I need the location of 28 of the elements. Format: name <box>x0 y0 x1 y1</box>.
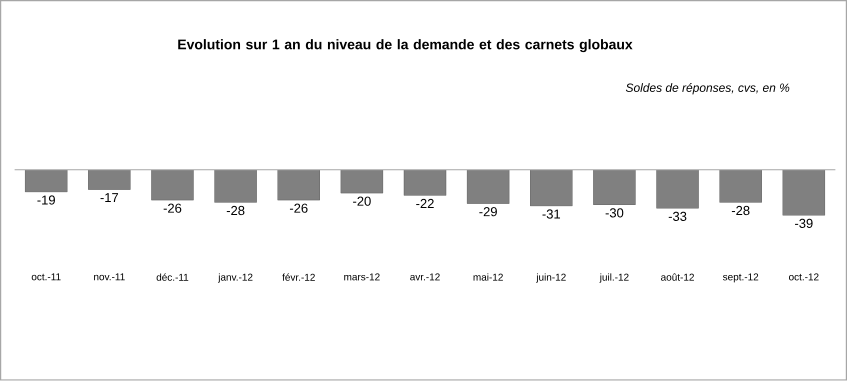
chart-subtitle: Soldes de réponses, cvs, en % <box>626 83 790 95</box>
x-tick-label: déc.-11 <box>156 274 188 282</box>
data-label: -30 <box>606 208 624 218</box>
x-tick-label: nov.-11 <box>94 274 125 281</box>
data-label: -33 <box>668 212 686 222</box>
data-label: -28 <box>732 206 750 216</box>
x-tick-label: oct.-12 <box>789 274 819 281</box>
x-tick-label: janv.-12 <box>218 274 252 283</box>
data-label: -22 <box>416 199 434 208</box>
data-label: -19 <box>37 196 55 205</box>
data-label: -29 <box>479 207 497 216</box>
x-tick-label: août-12 <box>661 274 694 281</box>
x-tick-label: sept.-12 <box>722 274 758 283</box>
data-label: -31 <box>542 210 560 219</box>
data-label: -26 <box>290 204 308 213</box>
x-tick-label: juin-12 <box>536 274 566 283</box>
x-tick-label: oct.-11 <box>32 274 61 281</box>
chart-title: Evolution sur 1 an du niveau de la demande et des carnets globaux <box>178 39 633 52</box>
data-label: -17 <box>100 193 118 202</box>
data-label: -28 <box>226 206 244 216</box>
x-tick-label: juil.-12 <box>599 274 629 283</box>
data-label: -26 <box>164 204 182 213</box>
x-tick-label: févr.-12 <box>282 274 315 282</box>
data-label: -39 <box>795 218 813 228</box>
data-label: -20 <box>353 196 371 206</box>
x-tick-label: mai-12 <box>474 274 503 281</box>
x-tick-label: avr.-12 <box>410 274 440 281</box>
x-tick-label: mars-12 <box>344 274 380 281</box>
